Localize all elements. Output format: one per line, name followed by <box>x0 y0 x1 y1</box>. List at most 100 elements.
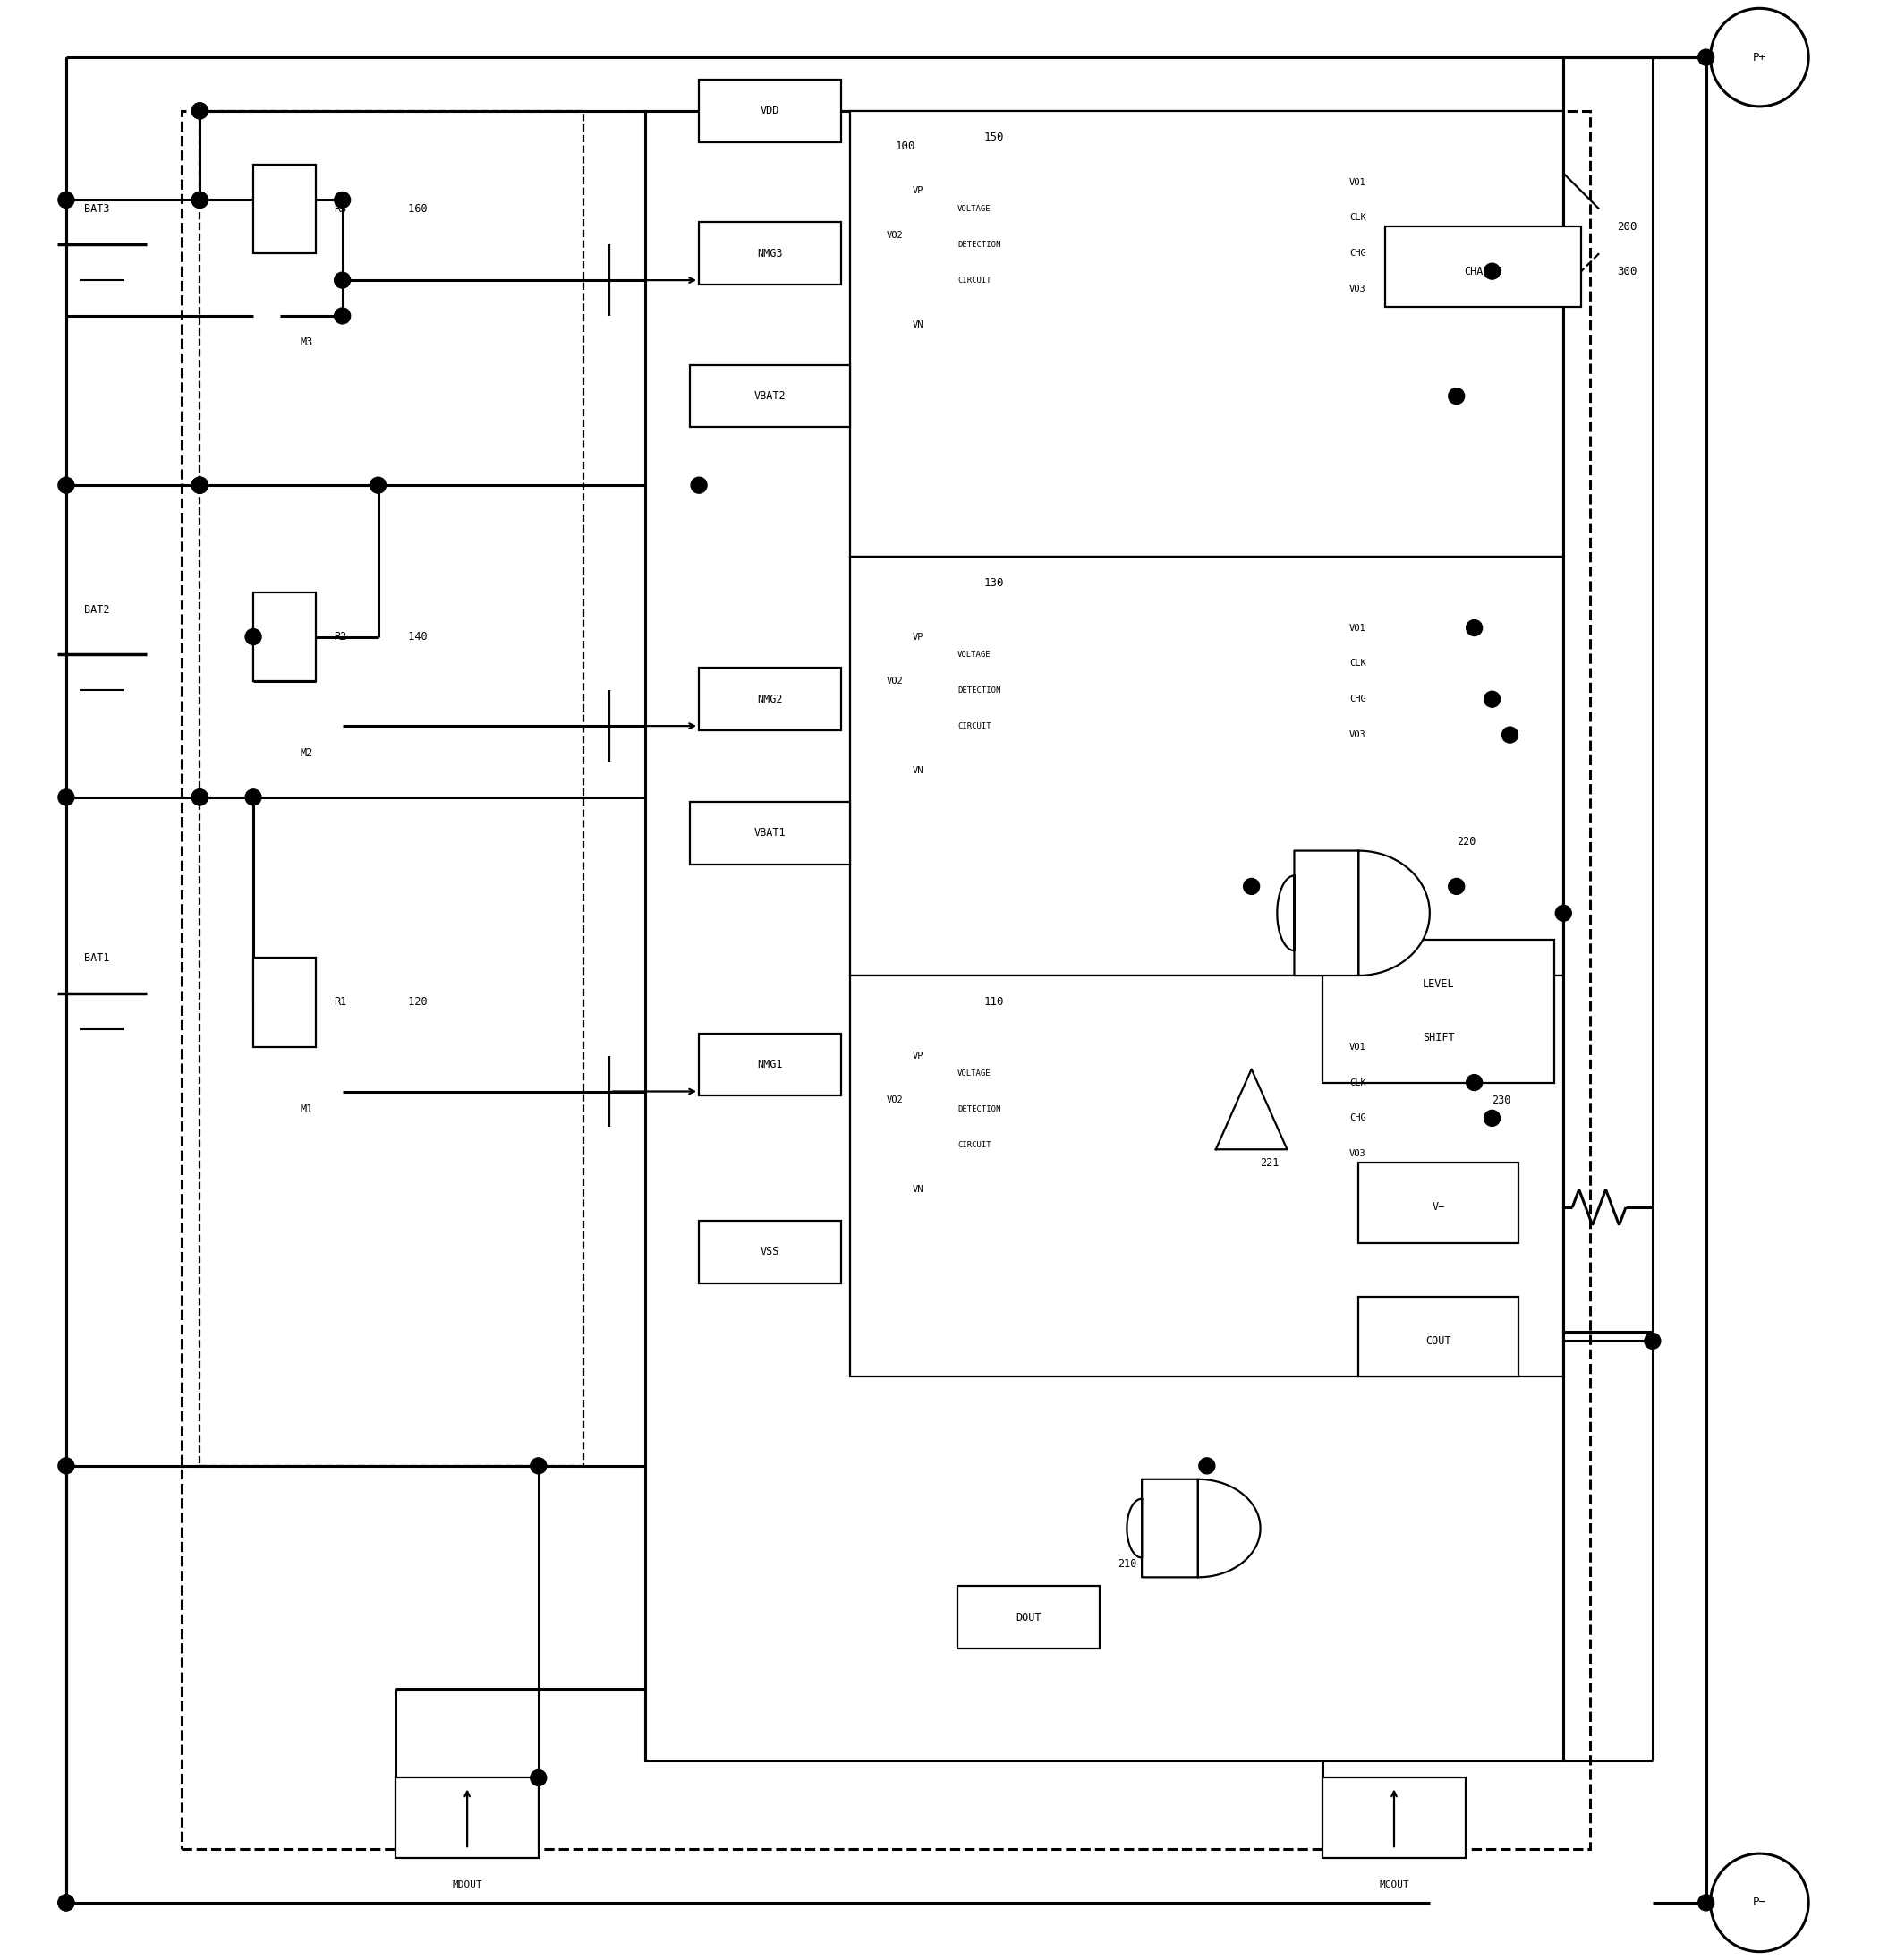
Polygon shape <box>1276 851 1429 976</box>
Circle shape <box>1484 1109 1501 1127</box>
Circle shape <box>1199 1458 1216 1474</box>
Circle shape <box>59 1895 74 1911</box>
Text: CIRCUIT: CIRCUIT <box>957 276 991 284</box>
Text: M1: M1 <box>300 1103 313 1115</box>
Text: 150: 150 <box>984 131 1004 143</box>
Text: DETECTION: DETECTION <box>957 686 1001 694</box>
Text: VO2: VO2 <box>885 231 902 241</box>
Text: 221: 221 <box>1261 1156 1280 1168</box>
Circle shape <box>334 192 351 208</box>
Circle shape <box>59 476 74 494</box>
Text: 210: 210 <box>1118 1558 1137 1570</box>
Text: LEVEL: LEVEL <box>1424 978 1454 990</box>
Bar <box>1359 1296 1518 1376</box>
Text: 230: 230 <box>1492 1094 1510 1105</box>
Text: CHG: CHG <box>1350 249 1367 259</box>
Circle shape <box>59 192 74 208</box>
Circle shape <box>59 1895 74 1911</box>
Bar <box>850 557 1563 976</box>
Text: VSS: VSS <box>761 1247 780 1258</box>
Bar <box>699 1221 842 1284</box>
Circle shape <box>531 1770 546 1786</box>
Text: R2: R2 <box>334 631 346 643</box>
Text: 130: 130 <box>984 578 1004 590</box>
Text: CLK: CLK <box>1350 659 1367 668</box>
Bar <box>200 112 583 1466</box>
Circle shape <box>59 1458 74 1474</box>
Text: CHG: CHG <box>1350 1113 1367 1123</box>
Circle shape <box>370 476 385 494</box>
Text: 110: 110 <box>984 996 1004 1007</box>
Circle shape <box>193 790 208 806</box>
Bar <box>1359 1162 1518 1243</box>
Circle shape <box>334 308 351 323</box>
Text: CIRCUIT: CIRCUIT <box>957 721 991 729</box>
Text: M3: M3 <box>300 337 313 349</box>
Text: 100: 100 <box>895 141 916 153</box>
Text: MDOUT: MDOUT <box>451 1880 481 1889</box>
Bar <box>396 1778 538 1858</box>
Text: 220: 220 <box>1456 837 1476 847</box>
Text: CLK: CLK <box>1350 214 1367 221</box>
Circle shape <box>1503 727 1518 743</box>
Text: COUT: COUT <box>1425 1335 1452 1347</box>
Circle shape <box>1448 878 1465 894</box>
Circle shape <box>1697 1895 1714 1911</box>
Circle shape <box>59 790 74 806</box>
Circle shape <box>1448 388 1465 404</box>
Text: VP: VP <box>912 186 923 196</box>
Text: VP: VP <box>912 1051 923 1060</box>
Circle shape <box>531 1458 546 1474</box>
Circle shape <box>1556 906 1571 921</box>
Text: 300: 300 <box>1616 265 1637 276</box>
Circle shape <box>193 790 208 806</box>
Text: VOLTAGE: VOLTAGE <box>957 651 991 659</box>
Text: V−: V− <box>1433 1201 1444 1213</box>
Bar <box>850 976 1563 1376</box>
Circle shape <box>1697 49 1714 65</box>
Text: VOLTAGE: VOLTAGE <box>957 1070 991 1078</box>
Text: DOUT: DOUT <box>1016 1611 1042 1623</box>
Text: VO2: VO2 <box>885 1096 902 1105</box>
Bar <box>699 1033 842 1096</box>
Bar <box>253 592 315 682</box>
Text: CHARGE: CHARGE <box>1463 265 1503 276</box>
Bar <box>699 221 842 284</box>
Circle shape <box>193 476 208 494</box>
Circle shape <box>1467 619 1482 635</box>
Circle shape <box>193 192 208 208</box>
Text: R3: R3 <box>334 204 346 216</box>
Text: VBAT2: VBAT2 <box>755 390 785 402</box>
Bar <box>689 802 850 864</box>
Circle shape <box>193 102 208 120</box>
Bar <box>1323 941 1554 1082</box>
Text: R1: R1 <box>334 996 346 1007</box>
Text: NMG3: NMG3 <box>757 247 784 259</box>
Circle shape <box>1644 1333 1661 1348</box>
Bar <box>253 958 315 1047</box>
Text: NMG2: NMG2 <box>757 694 784 706</box>
Bar <box>646 112 1563 1760</box>
Text: VO1: VO1 <box>1350 623 1367 633</box>
Text: VO3: VO3 <box>1350 731 1367 739</box>
Text: VN: VN <box>912 319 923 329</box>
Text: VN: VN <box>912 766 923 774</box>
Text: BAT2: BAT2 <box>83 604 110 615</box>
Circle shape <box>334 272 351 288</box>
Text: MCOUT: MCOUT <box>1378 1880 1408 1889</box>
Circle shape <box>193 102 208 120</box>
Bar <box>1386 227 1582 308</box>
Text: CHG: CHG <box>1350 694 1367 704</box>
Text: 120: 120 <box>396 996 429 1007</box>
Text: VBAT1: VBAT1 <box>755 827 785 839</box>
Text: P+: P+ <box>1752 51 1765 63</box>
Text: VO1: VO1 <box>1350 1043 1367 1051</box>
Circle shape <box>691 476 706 494</box>
Polygon shape <box>1216 1068 1288 1149</box>
Text: NMG1: NMG1 <box>757 1058 784 1070</box>
Circle shape <box>1711 8 1809 106</box>
Bar <box>850 112 1563 557</box>
Text: VO3: VO3 <box>1350 1149 1367 1158</box>
Circle shape <box>245 629 261 645</box>
Text: M2: M2 <box>300 747 313 759</box>
